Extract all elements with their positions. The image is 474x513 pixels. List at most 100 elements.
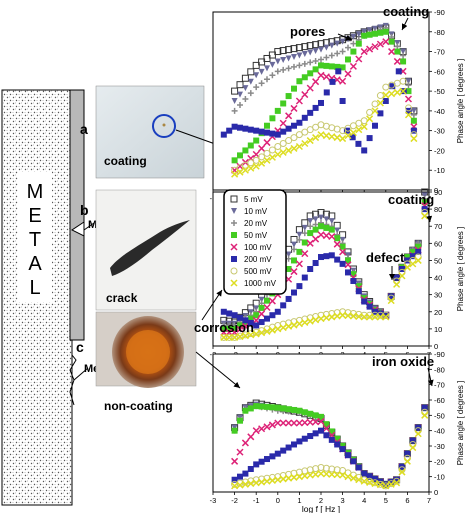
y-tick-label: 30 xyxy=(434,291,442,300)
data-point xyxy=(307,59,314,66)
data-point xyxy=(295,142,303,151)
data-point xyxy=(361,298,368,305)
data-point xyxy=(290,473,298,481)
y-tick-label: -60 xyxy=(434,396,445,405)
data-point xyxy=(333,312,341,320)
data-point xyxy=(241,332,249,340)
y-tick-label: 20 xyxy=(434,308,442,317)
data-point xyxy=(252,427,260,435)
data-point xyxy=(285,46,293,54)
data-point xyxy=(339,260,346,267)
data-point xyxy=(258,80,265,87)
data-point xyxy=(360,48,368,56)
data-point xyxy=(322,73,330,81)
data-point xyxy=(279,47,287,55)
series-5 xyxy=(231,404,428,488)
data-point xyxy=(285,112,293,120)
data-point xyxy=(274,308,281,315)
data-point xyxy=(291,85,297,92)
series-7 xyxy=(231,87,418,178)
data-point xyxy=(285,419,293,427)
data-point xyxy=(414,256,422,264)
data-point xyxy=(220,328,228,336)
data-point xyxy=(328,252,335,259)
data-point xyxy=(231,98,238,104)
data-point xyxy=(312,66,319,73)
data-point xyxy=(253,461,260,468)
data-point xyxy=(236,333,244,341)
data-point xyxy=(236,162,244,170)
pore-highlight-circle xyxy=(152,114,176,138)
data-point xyxy=(231,328,239,336)
data-point xyxy=(366,135,373,142)
data-point xyxy=(382,482,390,490)
x-tick-label: 3 xyxy=(341,496,345,505)
data-point xyxy=(285,406,292,413)
data-point xyxy=(377,29,384,36)
data-point xyxy=(382,481,389,488)
data-point xyxy=(387,480,395,488)
data-point xyxy=(388,38,395,45)
data-point xyxy=(264,129,270,136)
y-tick-label: -70 xyxy=(434,381,445,390)
data-point xyxy=(371,100,379,108)
y-tick-label: -80 xyxy=(434,28,445,37)
data-point xyxy=(312,226,319,233)
data-point xyxy=(322,232,330,240)
series-3 xyxy=(231,28,417,164)
data-point xyxy=(301,435,308,442)
legend-marker xyxy=(230,267,238,275)
data-point xyxy=(274,404,281,411)
data-point xyxy=(242,407,249,414)
data-point xyxy=(274,476,282,484)
data-point xyxy=(231,482,239,490)
data-point xyxy=(247,142,254,149)
data-point xyxy=(291,241,297,248)
data-point xyxy=(382,38,390,46)
data-point xyxy=(290,321,298,329)
metal-letter: T xyxy=(29,229,41,251)
data-point xyxy=(355,464,362,471)
metal-letter: A xyxy=(28,253,42,275)
data-point xyxy=(242,470,249,477)
data-point xyxy=(409,444,417,452)
data-point xyxy=(339,236,346,243)
data-point xyxy=(253,403,260,410)
photo-crack-caption: crack xyxy=(106,291,138,305)
data-point xyxy=(322,464,330,472)
data-point xyxy=(290,419,298,427)
data-point xyxy=(366,473,373,480)
data-point xyxy=(242,147,249,154)
data-point xyxy=(306,239,314,247)
data-point xyxy=(334,50,341,57)
data-point xyxy=(323,62,330,69)
data-point xyxy=(237,91,243,98)
data-point xyxy=(280,302,287,309)
data-point xyxy=(253,312,260,319)
annotation-defect: defect xyxy=(366,250,405,265)
coating-mid-arrow xyxy=(426,207,433,223)
data-point xyxy=(339,248,347,256)
data-point xyxy=(285,444,292,451)
data-point xyxy=(264,315,270,322)
data-point xyxy=(225,333,233,341)
data-point xyxy=(382,28,389,35)
data-point xyxy=(414,430,422,438)
data-point xyxy=(409,437,416,444)
series-1 xyxy=(231,22,417,114)
x-tick-label: 5 xyxy=(384,496,388,505)
series-4 xyxy=(231,38,418,174)
data-point xyxy=(328,226,335,233)
data-point xyxy=(236,448,244,456)
data-point xyxy=(409,248,416,255)
data-point xyxy=(231,157,238,164)
data-point xyxy=(274,68,281,75)
y-tick-label: 10 xyxy=(434,325,442,334)
data-point xyxy=(415,248,422,255)
data-point xyxy=(301,409,308,416)
data-point xyxy=(377,110,384,117)
data-point xyxy=(258,68,265,75)
data-point xyxy=(290,134,298,142)
data-point xyxy=(372,475,378,482)
data-point xyxy=(301,74,308,81)
